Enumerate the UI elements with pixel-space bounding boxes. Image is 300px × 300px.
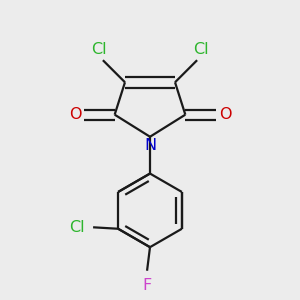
- Text: F: F: [142, 278, 152, 293]
- Text: N: N: [144, 138, 156, 153]
- Text: Cl: Cl: [92, 42, 107, 57]
- Text: O: O: [69, 107, 81, 122]
- Text: Cl: Cl: [193, 42, 208, 57]
- Text: O: O: [219, 107, 231, 122]
- Text: Cl: Cl: [69, 220, 84, 235]
